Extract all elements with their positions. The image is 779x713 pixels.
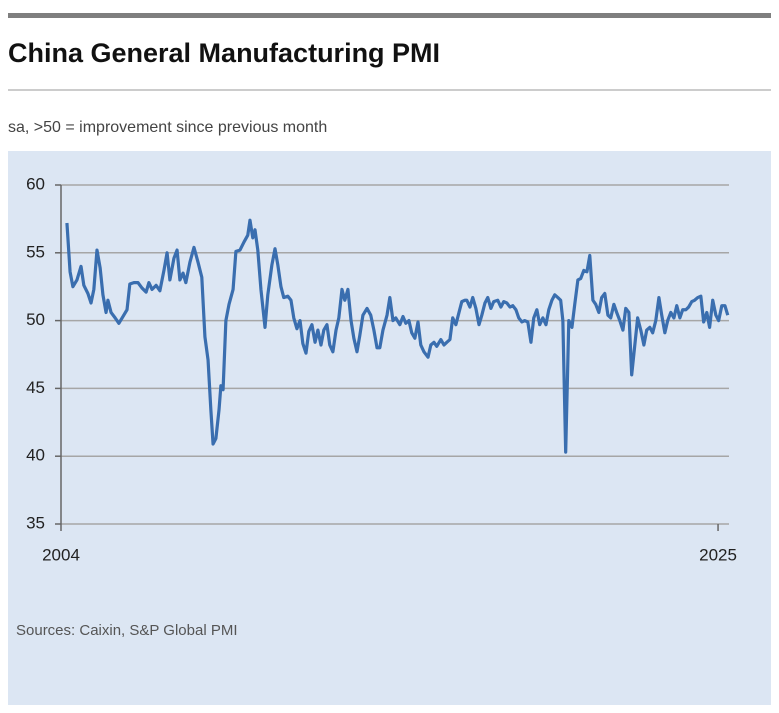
chart-subtitle: sa, >50 = improvement since previous mon… <box>8 119 327 136</box>
y-tick-label: 50 <box>26 310 45 329</box>
y-tick-label: 60 <box>26 174 45 193</box>
y-tick-label: 35 <box>26 513 45 532</box>
source-note: Sources: Caixin, S&P Global PMI <box>16 622 237 639</box>
y-tick-label: 45 <box>26 378 45 397</box>
y-tick-label: 40 <box>26 446 45 465</box>
data-line <box>65 218 730 454</box>
chart-title: China General Manufacturing PMI <box>8 38 440 68</box>
top-rule <box>8 13 771 18</box>
y-tick-label: 55 <box>26 242 45 261</box>
plot-panel <box>8 151 771 705</box>
x-tick-label: 2025 <box>699 545 737 564</box>
x-tick-label: 2004 <box>42 545 80 564</box>
